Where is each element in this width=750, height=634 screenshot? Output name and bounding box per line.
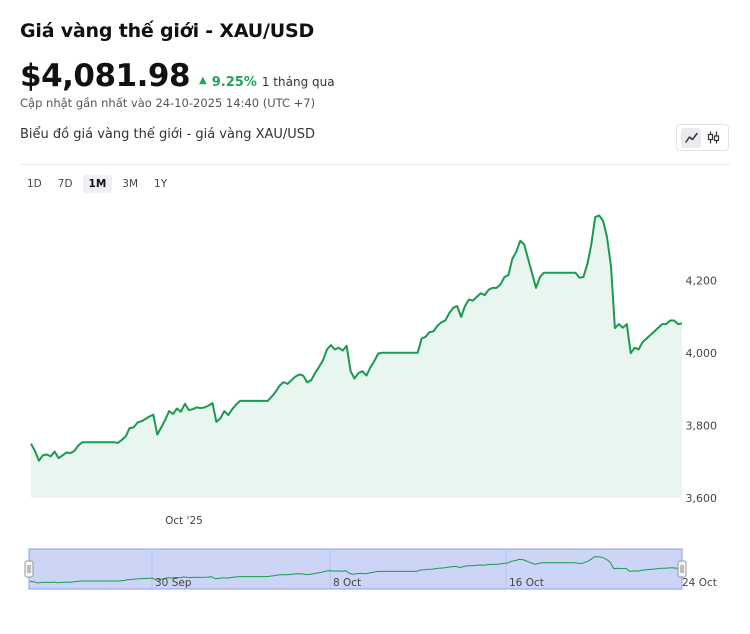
price-line	[30, 214, 683, 462]
y-axis: 3,600 3,800 4,000 4,200	[686, 275, 718, 505]
navigator-window[interactable]	[28, 548, 683, 590]
navigator-left-handle[interactable]	[24, 560, 34, 578]
y-tick-label: 3,800	[686, 420, 718, 433]
navigator-label: 16 Oct	[509, 577, 544, 589]
navigator-line	[29, 556, 681, 584]
navigator-grid	[151, 550, 507, 589]
range-1y-button[interactable]: 1Y	[154, 178, 168, 190]
range-7d-button[interactable]: 7D	[57, 178, 73, 190]
navigator[interactable]: 30 Sep 8 Oct 16 Oct 24 Oct	[24, 548, 717, 590]
navigator-label: 8 Oct	[333, 577, 361, 589]
navigator-label: 30 Sep	[155, 577, 192, 589]
change-percent: 9.25%	[211, 75, 257, 90]
range-selector: 1D 7D 1M 3M 1Y	[21, 175, 173, 193]
range-1d-button[interactable]: 1D	[27, 178, 42, 190]
change-period: 1 tháng qua	[261, 75, 335, 89]
line-chart-icon	[685, 132, 698, 143]
y-tick-label: 4,000	[686, 347, 718, 360]
candlestick-icon	[708, 131, 720, 144]
range-3m-button[interactable]: 3M	[122, 178, 139, 190]
triangle-up-icon: ▲	[199, 75, 207, 86]
y-tick-label: 3,600	[686, 492, 718, 505]
y-tick-label: 4,200	[686, 275, 718, 288]
candlestick-chart-button[interactable]	[704, 128, 724, 148]
range-1m-button[interactable]: 1M	[82, 175, 113, 193]
x-tick-label: Oct '25	[165, 515, 203, 527]
price-area	[31, 215, 682, 498]
current-price: $4,081.98	[20, 58, 191, 94]
navigator-right-handle[interactable]	[677, 560, 687, 578]
navigator-label: 24 Oct	[682, 577, 717, 589]
line-chart-button[interactable]	[681, 127, 702, 148]
price-summary: $4,081.98 ▲ 9.25% 1 tháng qua	[20, 58, 335, 94]
page-title: Giá vàng thế giới - XAU/USD	[20, 20, 315, 42]
chart-subtitle: Biểu đồ giá vàng thế giới - giá vàng XAU…	[20, 127, 316, 142]
chart-type-toggle	[676, 124, 729, 151]
last-updated: Cập nhật gần nhất vào 24-10-2025 14:40 (…	[20, 96, 316, 110]
header-divider	[20, 164, 730, 165]
